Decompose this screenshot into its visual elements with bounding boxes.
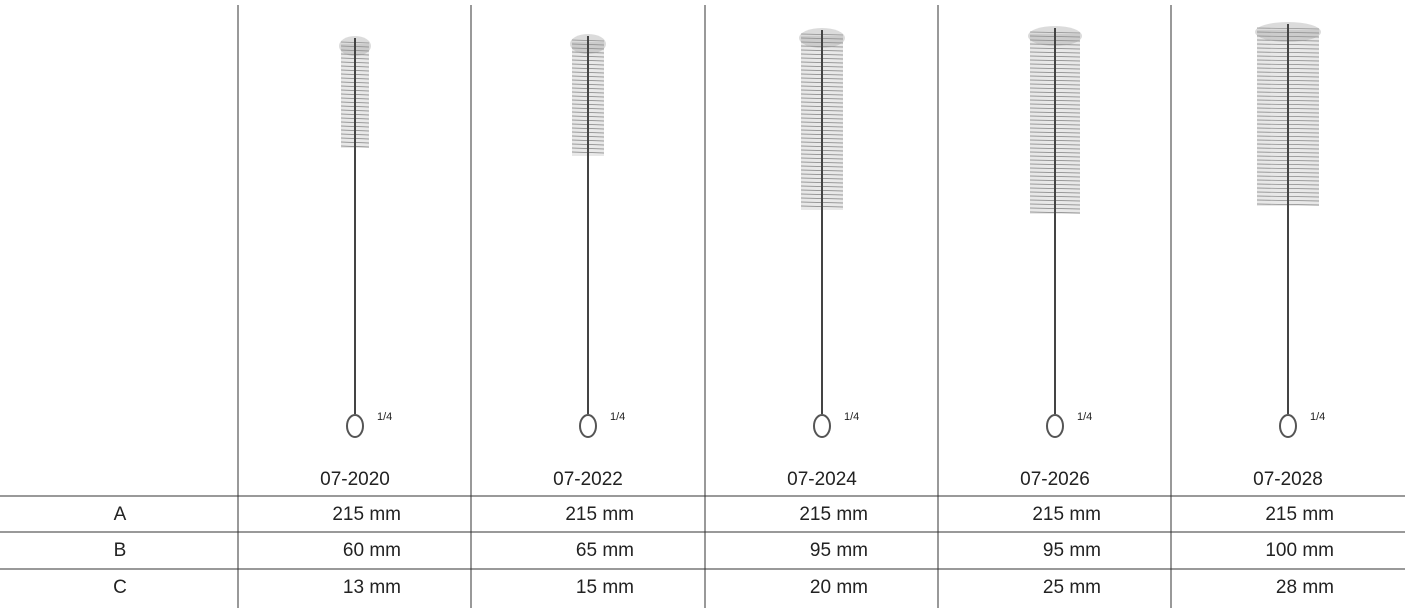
brush-illustration (1255, 22, 1321, 438)
brush-loop (1046, 414, 1064, 438)
cell-value: 215 mm (799, 504, 868, 525)
brush-loop (346, 414, 364, 438)
product-code: 07-2028 (1253, 469, 1323, 490)
size-fraction: 1/4 (610, 411, 625, 423)
cell-value: 60 mm (343, 540, 401, 561)
cell-value: 215 mm (332, 504, 401, 525)
product-code: 07-2022 (553, 469, 623, 490)
row-label: A (114, 504, 127, 525)
cell-value: 65 mm (576, 540, 634, 561)
cell-value: 95 mm (1043, 540, 1101, 561)
cell-value: 95 mm (810, 540, 868, 561)
cell-value: 15 mm (576, 577, 634, 598)
row-label: B (114, 540, 127, 561)
cell-value: 28 mm (1276, 577, 1334, 598)
size-fraction: 1/4 (844, 411, 859, 423)
brush-illustration (339, 36, 371, 438)
product-code: 07-2026 (1020, 469, 1090, 490)
product-code: 07-2020 (320, 469, 390, 490)
product-code: 07-2024 (787, 469, 857, 490)
brush-loop (579, 414, 597, 438)
cell-value: 215 mm (1265, 504, 1334, 525)
brush-loop (813, 414, 831, 438)
size-fraction: 1/4 (1077, 411, 1092, 423)
cell-value: 25 mm (1043, 577, 1101, 598)
row-label: C (113, 577, 127, 598)
brush-illustration (1028, 26, 1082, 438)
brush-illustration (570, 34, 606, 438)
brush-illustration (799, 28, 845, 438)
cell-value: 215 mm (1032, 504, 1101, 525)
cell-value: 215 mm (565, 504, 634, 525)
size-fraction: 1/4 (377, 411, 392, 423)
cell-value: 100 mm (1265, 540, 1334, 561)
size-fraction: 1/4 (1310, 411, 1325, 423)
brush-loop (1279, 414, 1297, 438)
cell-value: 20 mm (810, 577, 868, 598)
cell-value: 13 mm (343, 577, 401, 598)
